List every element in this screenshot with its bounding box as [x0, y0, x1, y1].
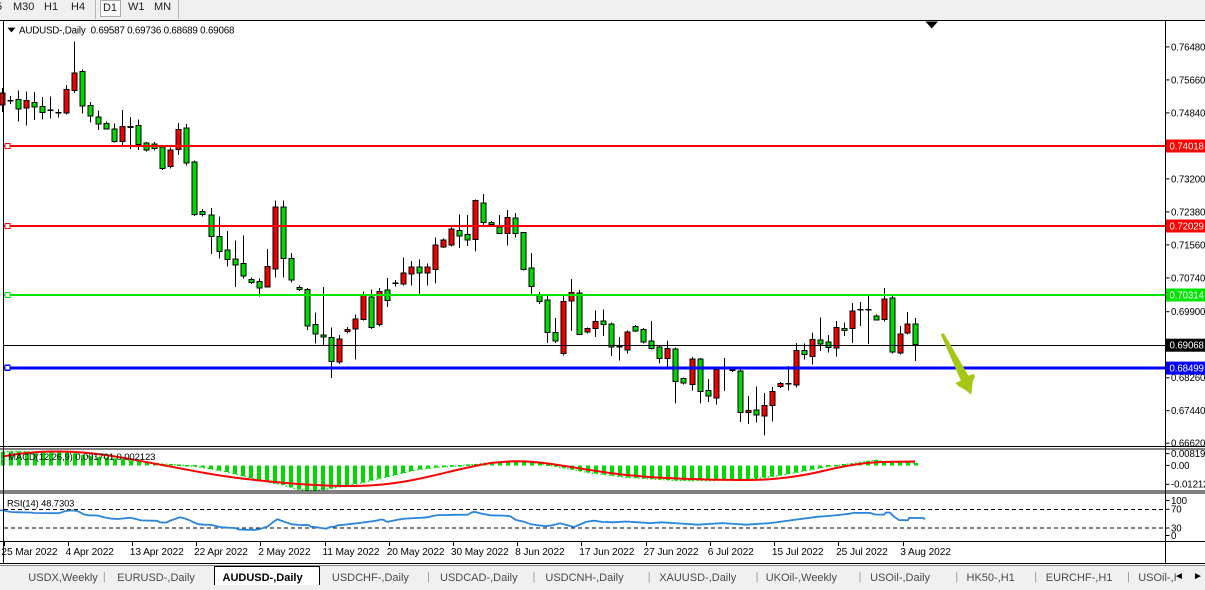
- svg-text:0.75660: 0.75660: [1171, 75, 1205, 86]
- svg-text:0.72029: 0.72029: [1170, 221, 1204, 232]
- svg-text:AUDUSD-,Daily 0.69587 0.69736: AUDUSD-,Daily 0.69587 0.69736 0.68689 0.…: [19, 26, 235, 37]
- svg-text:3 Aug 2022: 3 Aug 2022: [900, 547, 951, 558]
- svg-text:11 May 2022: 11 May 2022: [322, 547, 379, 558]
- svg-text:4 Apr 2022: 4 Apr 2022: [66, 547, 115, 558]
- svg-text:13 Apr 2022: 13 Apr 2022: [130, 547, 184, 558]
- svg-text:100: 100: [1171, 496, 1188, 507]
- svg-text:0.69068: 0.69068: [1170, 341, 1204, 352]
- svg-text:20 May 2022: 20 May 2022: [387, 547, 445, 558]
- svg-text:0.00: 0.00: [1171, 461, 1190, 472]
- svg-text:17 Jun 2022: 17 Jun 2022: [579, 547, 634, 558]
- svg-text:15 Jul 2022: 15 Jul 2022: [772, 547, 824, 558]
- svg-text:30 May 2022: 30 May 2022: [451, 547, 509, 558]
- svg-text:2 May 2022: 2 May 2022: [258, 547, 311, 558]
- svg-text:0.68499: 0.68499: [1170, 364, 1204, 375]
- svg-text:0: 0: [1171, 531, 1177, 542]
- svg-text:0.74018: 0.74018: [1170, 141, 1204, 152]
- svg-text:70: 70: [1171, 505, 1182, 516]
- svg-text:RSI(14) 48.7303: RSI(14) 48.7303: [7, 497, 74, 508]
- svg-text:25 Mar 2022: 25 Mar 2022: [1, 547, 58, 558]
- svg-text:0.68260: 0.68260: [1171, 373, 1205, 384]
- svg-text:22 Apr 2022: 22 Apr 2022: [194, 547, 248, 558]
- svg-text:0.74840: 0.74840: [1171, 108, 1205, 119]
- svg-text:25 Jul 2022: 25 Jul 2022: [836, 547, 888, 558]
- svg-text:0.008197: 0.008197: [1171, 449, 1205, 460]
- svg-text:0.72380: 0.72380: [1171, 207, 1205, 218]
- svg-text:6 Jul 2022: 6 Jul 2022: [708, 547, 754, 558]
- svg-text:27 Jun 2022: 27 Jun 2022: [644, 547, 699, 558]
- svg-text:0.71560: 0.71560: [1171, 240, 1205, 251]
- svg-text:0.76480: 0.76480: [1171, 42, 1205, 53]
- svg-text:8 Jun 2022: 8 Jun 2022: [515, 547, 565, 558]
- svg-text:30: 30: [1171, 523, 1182, 534]
- svg-text:0.67440: 0.67440: [1171, 406, 1205, 417]
- svg-text:0.66620: 0.66620: [1171, 439, 1205, 450]
- svg-text:MACD(12,26,9) 0.001701 0.00212: MACD(12,26,9) 0.001701 0.002123: [8, 452, 155, 463]
- svg-text:0.73200: 0.73200: [1171, 174, 1205, 185]
- svg-text:0.70740: 0.70740: [1171, 273, 1205, 284]
- svg-text:0.69900: 0.69900: [1171, 307, 1205, 318]
- svg-text:-0.01212: -0.01212: [1171, 480, 1205, 491]
- svg-text:0.70314: 0.70314: [1170, 290, 1205, 301]
